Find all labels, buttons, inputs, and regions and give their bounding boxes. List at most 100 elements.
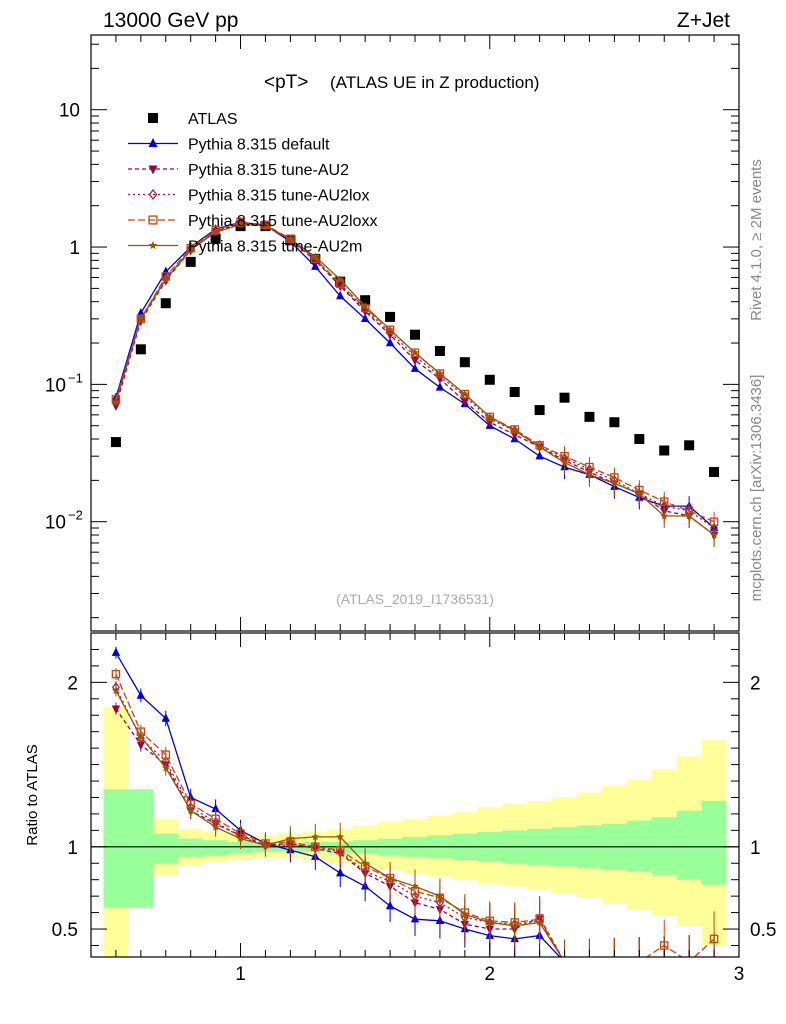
data-point	[510, 426, 519, 435]
ratio-point	[386, 873, 395, 882]
data-point	[110, 437, 121, 448]
ratio-point	[236, 834, 245, 842]
ratio-point	[311, 832, 320, 841]
ratio-point	[688, 956, 690, 957]
data-point	[111, 396, 120, 407]
legend: ATLAS Pythia 8.315 default Pythia 8.315 tu…	[128, 111, 377, 256]
legend-label: Pythia 8.315 tune-AU2loxx	[188, 213, 377, 230]
ratio-plot: 0.5 0.5 1 1 2 2 1 2 3 Ratio to ATLAS	[24, 632, 777, 985]
ratio-point	[161, 750, 171, 759]
data-point	[460, 398, 470, 407]
series-4	[111, 217, 719, 534]
data-point	[659, 445, 670, 456]
ratio-point	[211, 822, 220, 831]
data-point	[485, 412, 494, 421]
data-point	[560, 458, 569, 466]
ratio-point	[685, 958, 693, 966]
legend-label: Pythia 8.315 tune-AU2m	[188, 239, 362, 256]
chart-subtitle: (ATLAS UE in Z production)	[330, 73, 539, 92]
ratio-y-tick-label: 1	[67, 838, 78, 859]
legend-marker	[148, 241, 158, 250]
legend-marker	[148, 189, 158, 200]
y-tick-label: 1	[69, 238, 80, 259]
ratio-point	[660, 958, 668, 966]
data-point	[535, 442, 544, 451]
ratio-y-axis-labels: 0.5 0.5 1 1 2 2	[52, 673, 777, 941]
legend-marker	[148, 165, 158, 175]
y-tick-label: 10	[59, 101, 80, 122]
ratio-point	[564, 956, 565, 957]
header-right: Z+Jet	[677, 9, 730, 32]
ratio-y-tick-label-right: 1	[750, 838, 761, 859]
data-point	[135, 344, 146, 355]
data-point	[534, 405, 545, 416]
ratio-point	[664, 956, 665, 957]
legend-label: Pythia 8.315 tune-AU2	[188, 162, 349, 179]
data-point	[509, 386, 520, 397]
data-point	[236, 220, 245, 228]
data-point	[360, 295, 371, 306]
ratio-point	[261, 841, 270, 849]
ratio-point	[639, 956, 640, 957]
ratio-plot-data	[91, 646, 739, 967]
data-point	[709, 467, 720, 478]
data-point	[411, 348, 419, 357]
legend-label: ATLAS	[188, 111, 238, 128]
data-point	[559, 392, 570, 403]
ratio-point	[710, 959, 718, 967]
ratio-point	[111, 705, 121, 714]
data-point	[136, 314, 145, 323]
ratio-point	[136, 741, 146, 751]
ratio-point	[713, 956, 715, 957]
ratio-point	[685, 959, 693, 967]
ratio-point	[161, 713, 170, 722]
rivet-version-label: Rivet 4.1.0, ≥ 2M events	[748, 159, 765, 321]
data-point	[435, 382, 445, 391]
ratio-point	[614, 956, 615, 957]
data-point	[161, 275, 170, 283]
ratio-point	[639, 956, 640, 957]
ratio-point	[611, 958, 618, 965]
ratio-point	[564, 956, 565, 957]
ratio-point	[136, 732, 145, 740]
data-point	[336, 290, 345, 300]
data-point	[459, 357, 470, 368]
main-plot-data	[110, 216, 720, 548]
ratio-point	[586, 958, 594, 966]
data-point	[385, 337, 395, 347]
ratio-point	[560, 959, 568, 967]
ratio-point	[710, 958, 718, 966]
ratio-y-tick-label-right: 0.5	[750, 920, 776, 941]
data-point	[360, 313, 370, 323]
data-point	[634, 434, 645, 445]
analysis-watermark: (ATLAS_2019_I1736531)	[336, 591, 494, 607]
ratio-point	[635, 958, 643, 966]
data-point	[460, 391, 469, 402]
data-point	[434, 345, 445, 356]
series-line	[115, 221, 715, 529]
chart-title: <pT>	[264, 72, 308, 93]
data-point	[610, 479, 619, 487]
header-left: 13000 GeV pp	[103, 9, 238, 32]
ratio-point	[361, 859, 370, 867]
data-point	[311, 261, 320, 270]
data-point	[635, 489, 644, 498]
data-point	[160, 298, 171, 309]
ratio-point	[510, 921, 519, 930]
legend-marker	[148, 113, 158, 123]
ratio-point	[686, 958, 693, 965]
y-tick-label: 10	[45, 513, 66, 534]
ratio-point	[111, 686, 120, 694]
ratio-point	[161, 763, 170, 772]
x-axis-labels: 1 2 3	[235, 964, 744, 985]
data-point	[186, 245, 195, 253]
ratio-point	[111, 647, 121, 656]
data-point	[286, 235, 295, 243]
legend-marker	[148, 215, 158, 225]
ratio-point	[385, 900, 395, 910]
data-point	[211, 228, 220, 236]
series-line	[115, 222, 715, 529]
y-tick-label: 10	[45, 375, 66, 396]
data-point	[311, 252, 320, 261]
